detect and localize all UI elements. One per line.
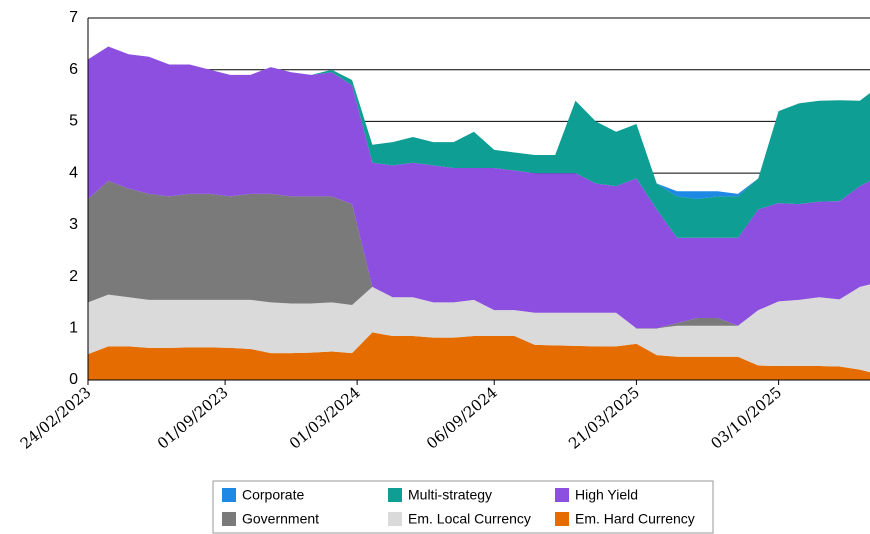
y-tick-label: 3 (69, 216, 78, 233)
legend-swatch (555, 512, 569, 526)
legend-swatch (555, 488, 569, 502)
x-tick-label: 21/03/2025 (565, 383, 643, 452)
area (88, 46, 870, 329)
y-tick-label: 6 (69, 61, 78, 78)
y-tick-label: 1 (69, 320, 78, 337)
legend-swatch (222, 488, 236, 502)
y-tick-label: 0 (69, 371, 78, 388)
y-tick-label: 2 (69, 268, 78, 285)
legend-label: Corporate (242, 487, 304, 503)
area (88, 284, 870, 373)
x-tick-label: 06/09/2024 (423, 383, 501, 452)
legend-label: Multi-strategy (408, 487, 492, 503)
x-tick-label: 01/03/2024 (286, 383, 364, 452)
y-tick-label: 7 (69, 9, 78, 26)
legend-swatch (388, 488, 402, 502)
area (88, 332, 870, 380)
x-tick-label: 01/09/2023 (154, 383, 232, 452)
legend-swatch (222, 512, 236, 526)
y-tick-label: 5 (69, 113, 78, 130)
area (88, 180, 870, 329)
legend-label: Em. Local Currency (408, 511, 531, 527)
legend-box (212, 480, 714, 534)
area (88, 46, 870, 238)
x-tick-label: 03/10/2025 (707, 383, 785, 452)
x-tick-label: 24/02/2023 (17, 383, 95, 452)
legend-swatch (388, 512, 402, 526)
legend-label: Government (242, 511, 319, 527)
legend-label: High Yield (575, 487, 638, 503)
y-tick-label: 4 (69, 164, 78, 181)
legend-label: Em. Hard Currency (575, 511, 695, 527)
